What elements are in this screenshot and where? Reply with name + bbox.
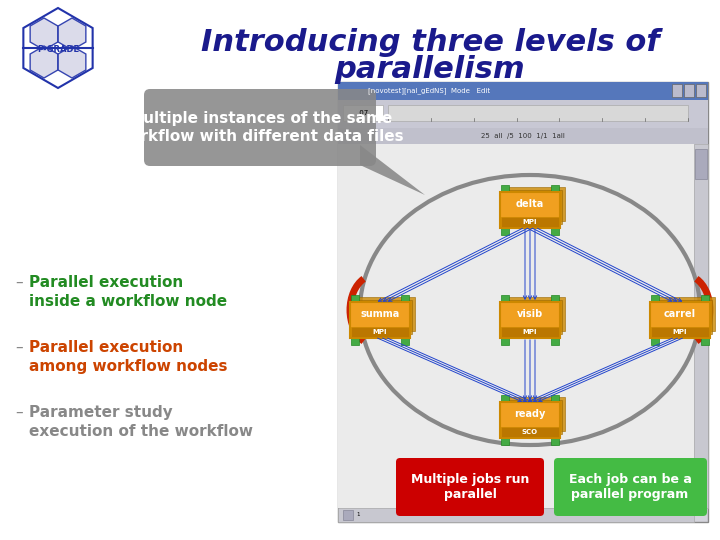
Text: Introducing three levels of: Introducing three levels of [201, 28, 660, 57]
FancyBboxPatch shape [501, 337, 509, 345]
FancyBboxPatch shape [551, 395, 559, 403]
FancyBboxPatch shape [357, 297, 415, 331]
FancyBboxPatch shape [657, 297, 715, 331]
FancyBboxPatch shape [500, 192, 560, 228]
Text: MPI: MPI [523, 329, 537, 335]
FancyBboxPatch shape [343, 510, 353, 520]
Text: summa: summa [361, 309, 400, 319]
FancyBboxPatch shape [701, 295, 709, 303]
FancyBboxPatch shape [354, 300, 412, 334]
Text: Parameter study
execution of the workflow: Parameter study execution of the workflo… [29, 405, 253, 438]
Text: –: – [15, 275, 22, 290]
Polygon shape [58, 18, 86, 50]
Polygon shape [30, 46, 58, 78]
FancyBboxPatch shape [551, 337, 559, 345]
Text: SCO: SCO [522, 429, 538, 435]
FancyBboxPatch shape [338, 508, 694, 522]
FancyBboxPatch shape [338, 82, 708, 100]
Text: Each job can be a
parallel program: Each job can be a parallel program [569, 473, 691, 501]
Text: MPI: MPI [672, 329, 688, 335]
FancyBboxPatch shape [507, 297, 565, 331]
FancyBboxPatch shape [504, 190, 562, 224]
FancyBboxPatch shape [551, 185, 559, 193]
FancyBboxPatch shape [654, 300, 712, 334]
FancyBboxPatch shape [701, 337, 709, 345]
FancyBboxPatch shape [396, 458, 544, 516]
FancyBboxPatch shape [695, 149, 707, 179]
FancyBboxPatch shape [651, 295, 659, 303]
FancyBboxPatch shape [551, 227, 559, 235]
FancyBboxPatch shape [650, 302, 710, 338]
Text: MPI: MPI [373, 329, 387, 335]
FancyBboxPatch shape [338, 144, 694, 508]
Text: P-GRADE: P-GRADE [37, 45, 79, 55]
FancyBboxPatch shape [651, 327, 709, 337]
Text: delta: delta [516, 199, 544, 209]
Text: carrel: carrel [664, 309, 696, 319]
Polygon shape [58, 46, 86, 78]
FancyBboxPatch shape [500, 402, 560, 438]
Text: 1: 1 [356, 512, 359, 517]
Text: –: – [15, 340, 22, 355]
FancyBboxPatch shape [507, 187, 565, 221]
FancyBboxPatch shape [501, 217, 559, 227]
FancyBboxPatch shape [501, 227, 509, 235]
FancyBboxPatch shape [500, 302, 560, 338]
FancyBboxPatch shape [343, 105, 383, 121]
FancyBboxPatch shape [350, 302, 410, 338]
FancyBboxPatch shape [551, 295, 559, 303]
Text: ready: ready [514, 409, 546, 419]
Text: Parallel execution
among workflow nodes: Parallel execution among workflow nodes [29, 340, 228, 374]
FancyBboxPatch shape [351, 295, 359, 303]
FancyBboxPatch shape [401, 295, 409, 303]
FancyBboxPatch shape [338, 82, 708, 522]
FancyBboxPatch shape [504, 300, 562, 334]
FancyBboxPatch shape [501, 327, 559, 337]
FancyBboxPatch shape [501, 185, 509, 193]
FancyBboxPatch shape [694, 144, 708, 508]
FancyBboxPatch shape [401, 337, 409, 345]
Polygon shape [360, 145, 425, 195]
Text: Parallel execution
inside a workflow node: Parallel execution inside a workflow nod… [29, 275, 227, 308]
FancyBboxPatch shape [551, 437, 559, 445]
FancyBboxPatch shape [696, 84, 706, 97]
Text: parallelism: parallelism [335, 55, 526, 84]
Polygon shape [30, 18, 58, 50]
FancyBboxPatch shape [338, 128, 708, 144]
FancyBboxPatch shape [338, 100, 708, 128]
FancyBboxPatch shape [507, 397, 565, 431]
FancyBboxPatch shape [144, 89, 376, 166]
FancyBboxPatch shape [501, 295, 509, 303]
Text: Multiple jobs run
parallel: Multiple jobs run parallel [411, 473, 529, 501]
FancyBboxPatch shape [651, 337, 659, 345]
FancyBboxPatch shape [554, 458, 707, 516]
FancyBboxPatch shape [501, 395, 509, 403]
Text: visib: visib [517, 309, 543, 319]
FancyBboxPatch shape [684, 84, 694, 97]
FancyBboxPatch shape [672, 84, 682, 97]
FancyBboxPatch shape [501, 437, 509, 445]
Text: [novotest][nal_gEdNS]  Mode   Edit: [novotest][nal_gEdNS] Mode Edit [368, 87, 490, 94]
FancyBboxPatch shape [388, 105, 688, 121]
FancyBboxPatch shape [351, 327, 409, 337]
FancyBboxPatch shape [351, 337, 359, 345]
Text: –: – [15, 405, 22, 420]
Text: 25  all  /5  100  1/1  1all: 25 all /5 100 1/1 1all [481, 133, 565, 139]
Text: Multiple instances of the same
workflow with different data files: Multiple instances of the same workflow … [116, 111, 404, 144]
Text: MPI: MPI [523, 219, 537, 225]
Text: .07: .07 [357, 110, 369, 116]
FancyBboxPatch shape [501, 427, 559, 437]
FancyBboxPatch shape [504, 400, 562, 434]
